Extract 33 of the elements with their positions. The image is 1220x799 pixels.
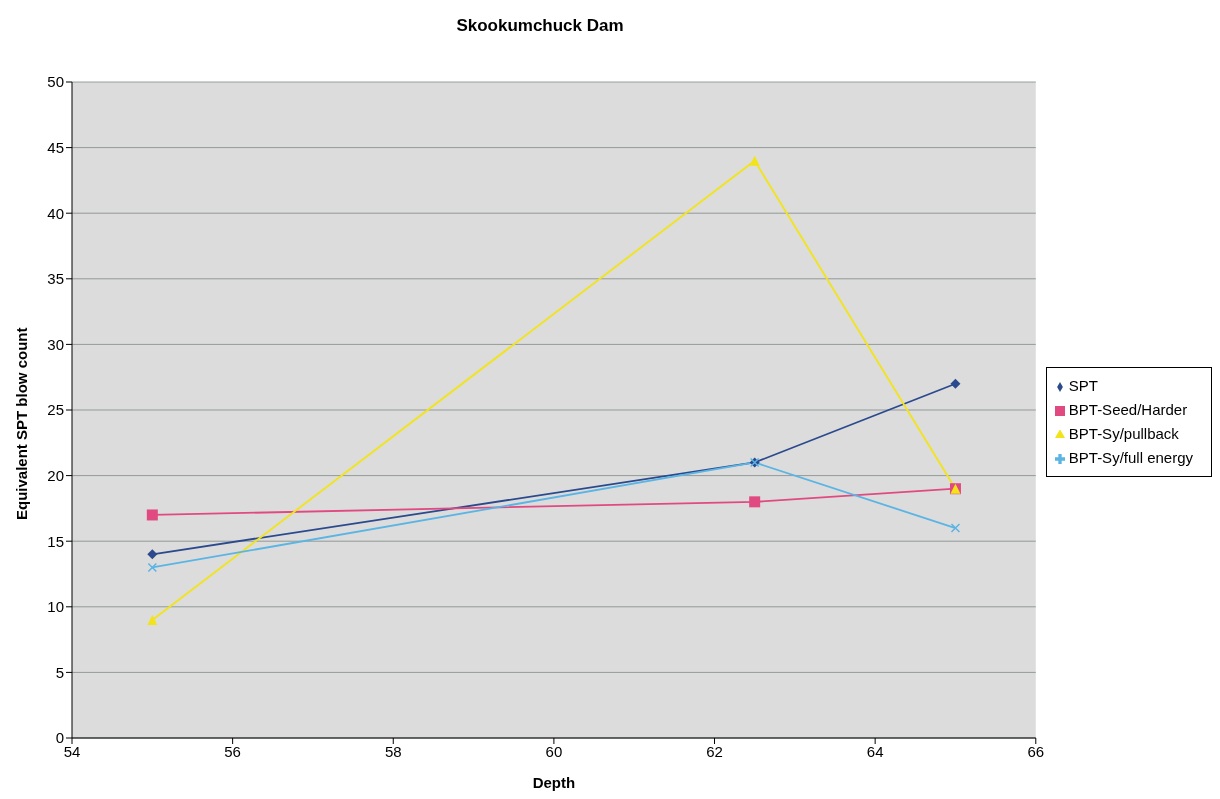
y-tick-label: 0 [55,729,64,747]
y-axis-title: Equivalent SPT blow count [13,327,31,520]
x-tick-label: 54 [63,742,81,760]
y-tick-label: 20 [47,466,64,484]
point [950,378,961,389]
y-tick-label: 5 [55,663,64,681]
x-tick-label: 58 [384,742,402,760]
point [146,509,158,521]
y-tick-label: 15 [47,532,64,550]
x-tick-label: 60 [545,742,563,760]
point [147,549,158,560]
y-tick-label: 25 [47,401,64,419]
chart-title: Skookumchuck Dam [455,15,625,37]
x-tick-label: 66 [1027,742,1045,760]
legend-label: BPT-Seed/Harder [1068,401,1188,418]
x-tick-label: 56 [224,742,241,760]
point [147,562,158,573]
x-axis-title: Depth [532,774,576,791]
point [749,155,760,166]
legend-label: BPT-Sy/pullback [1068,425,1179,442]
point [147,614,158,625]
legend-label: SPT [1068,377,1098,394]
point [749,496,761,508]
y-tick-label: 40 [47,204,64,222]
x-tick-label: 62 [706,742,723,760]
y-tick-label: 50 [47,73,64,91]
point [950,523,961,533]
y-tick-label: 45 [47,138,64,156]
x-tick-label: 64 [866,742,884,760]
legend-label: BPT-Sy/full energy [1068,449,1193,466]
y-tick-label: 35 [47,270,64,288]
y-tick-label: 10 [47,598,64,616]
y-tick-label: 30 [47,335,64,353]
